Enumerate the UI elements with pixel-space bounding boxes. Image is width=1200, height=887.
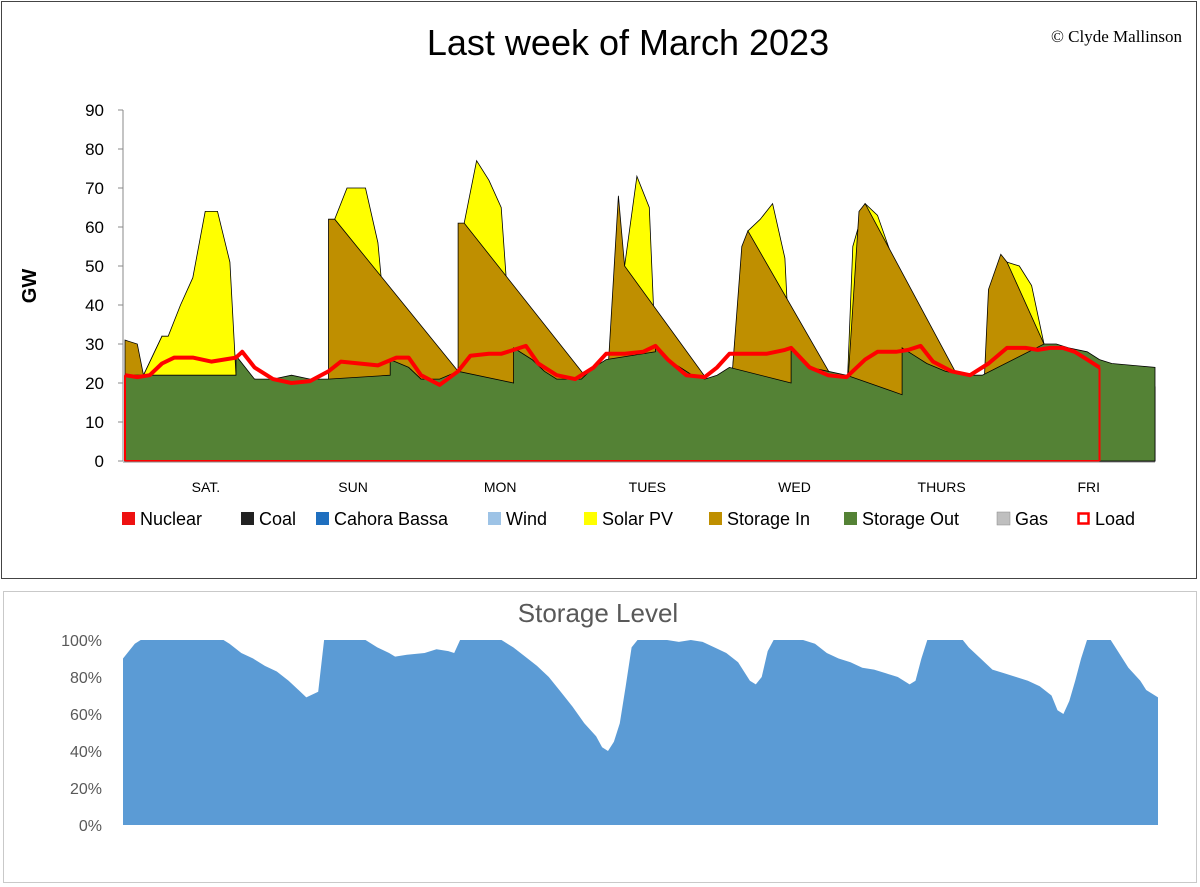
legend-label-storage-in: Storage In <box>727 509 810 529</box>
category-label: FRI <box>1078 479 1101 495</box>
legend-label-wind: Wind <box>506 509 547 529</box>
legend-swatch-storage-out <box>844 512 857 525</box>
category-label: MON <box>484 479 517 495</box>
legend-label-nuclear: Nuclear <box>140 509 202 529</box>
top-stacked-areas <box>124 159 1156 462</box>
bottom-chart-frame <box>3 591 1197 883</box>
y-tick-label: 20 <box>85 374 104 393</box>
y-tick-label: 90 <box>85 101 104 120</box>
legend-swatch-solar-pv <box>584 512 597 525</box>
load-line-group <box>124 343 1101 462</box>
top-category-labels: SAT. SUN MON TUES WED THURS FRI <box>192 479 1100 495</box>
category-label: WED <box>778 479 811 495</box>
legend-swatch-gas <box>996 511 1011 526</box>
legend-label-coal: Coal <box>259 509 296 529</box>
storage-y-tick-label: 100% <box>61 633 102 650</box>
y-tick-label: 0 <box>95 452 104 471</box>
legend-swatch-storage-in <box>709 512 722 525</box>
copyright-credit: © Clyde Mallinson <box>1051 27 1182 46</box>
top-y-tick-labels: 0 10 20 30 40 50 60 70 80 90 <box>85 101 123 471</box>
legend-label-load: Load <box>1095 509 1135 529</box>
y-axis-label: GW <box>19 269 41 304</box>
category-label: THURS <box>918 479 966 495</box>
y-tick-label: 80 <box>85 140 104 159</box>
storage-y-tick-label: 80% <box>70 670 102 687</box>
storage-y-tick-label: 60% <box>70 707 102 724</box>
category-label: SAT. <box>192 479 221 495</box>
legend: Nuclear Coal Cahora Bassa Wind Solar PV Stora… <box>122 509 1135 529</box>
legend-swatch-cahora-bassa <box>316 512 329 525</box>
storage-y-tick-label: 0% <box>79 818 102 835</box>
load-line <box>124 343 1101 387</box>
chart-title: Last week of March 2023 <box>427 22 829 63</box>
legend-label-gas: Gas <box>1015 509 1048 529</box>
y-tick-label: 50 <box>85 257 104 276</box>
storage-level-area <box>123 640 1158 825</box>
category-label: TUES <box>629 479 666 495</box>
category-label: SUN <box>338 479 368 495</box>
storage-y-tick-label: 20% <box>70 781 102 798</box>
storage-y-tick-label: 40% <box>70 744 102 761</box>
y-tick-label: 60 <box>85 218 104 237</box>
storage-y-tick-labels: 0% 20% 40% 60% 80% 100% <box>61 633 102 835</box>
legend-swatch-nuclear <box>122 512 135 525</box>
storage-area-group <box>123 640 1158 825</box>
legend-swatch-load <box>1077 512 1090 525</box>
legend-swatch-wind <box>488 512 501 525</box>
y-tick-label: 40 <box>85 296 104 315</box>
top-axes <box>122 110 1155 463</box>
legend-label-storage-out: Storage Out <box>862 509 959 529</box>
legend-swatch-coal <box>241 512 254 525</box>
top-chart-frame <box>1 1 1197 579</box>
y-tick-label: 70 <box>85 179 104 198</box>
legend-label-solar-pv: Solar PV <box>602 509 673 529</box>
y-tick-label: 30 <box>85 335 104 354</box>
y-tick-label: 10 <box>85 413 104 432</box>
legend-label-cahora-bassa: Cahora Bassa <box>334 509 449 529</box>
storage-level-title: Storage Level <box>518 598 678 628</box>
